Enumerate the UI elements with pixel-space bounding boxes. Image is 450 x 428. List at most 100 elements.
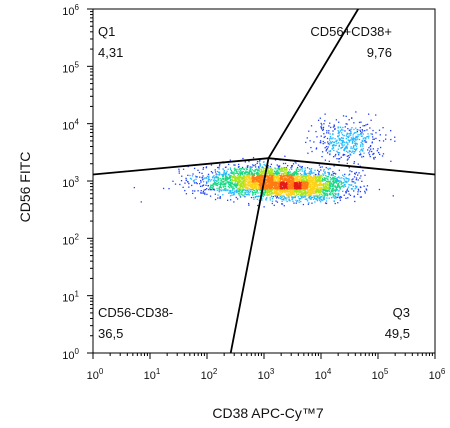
event-dot xyxy=(326,184,329,186)
event-dot xyxy=(329,167,331,170)
event-dot xyxy=(311,202,313,204)
event-dot xyxy=(300,178,302,180)
event-dot xyxy=(261,178,263,181)
event-dot xyxy=(224,173,226,175)
event-dot xyxy=(347,151,349,154)
event-dot xyxy=(317,188,319,191)
event-dot xyxy=(341,132,343,134)
event-dot xyxy=(289,185,291,188)
event-dot xyxy=(273,181,275,183)
event-dot xyxy=(364,139,366,142)
event-dot xyxy=(322,191,324,193)
event-dot xyxy=(273,191,275,194)
event-dot xyxy=(279,188,282,190)
event-dot xyxy=(275,175,277,177)
event-dot xyxy=(192,192,194,195)
event-dot xyxy=(325,177,327,179)
event-dot xyxy=(340,129,342,131)
event-dot xyxy=(315,179,317,181)
event-dot xyxy=(327,189,329,192)
event-dot xyxy=(345,192,347,194)
event-dot xyxy=(258,188,260,190)
event-dot xyxy=(278,194,280,197)
event-dot xyxy=(262,175,264,177)
event-dot xyxy=(340,156,342,158)
event-dot xyxy=(179,183,181,186)
event-dot xyxy=(199,183,201,185)
event-dot xyxy=(245,194,248,196)
event-dot xyxy=(210,164,213,166)
event-dot xyxy=(250,180,252,182)
event-dot xyxy=(269,184,271,186)
event-dot xyxy=(208,188,210,191)
event-dot xyxy=(292,185,294,188)
quadrant-label-top-left-value: 4,31 xyxy=(98,45,123,60)
event-dot xyxy=(265,173,268,175)
event-dot xyxy=(317,169,319,171)
event-dot xyxy=(234,179,236,181)
event-dot xyxy=(291,174,294,177)
event-dot xyxy=(314,177,316,179)
event-dot xyxy=(283,172,285,174)
event-dot xyxy=(306,191,308,193)
event-dot xyxy=(286,185,288,187)
event-dot xyxy=(227,163,230,166)
event-dot xyxy=(330,182,333,184)
event-dot xyxy=(274,176,276,178)
event-dot xyxy=(323,189,325,191)
event-dot xyxy=(290,184,292,186)
event-dot xyxy=(357,138,359,140)
event-dot xyxy=(286,173,289,175)
event-dot xyxy=(328,190,330,192)
event-dot xyxy=(222,178,225,181)
event-dot xyxy=(229,195,232,197)
event-dot xyxy=(229,179,232,182)
event-dot xyxy=(218,172,221,174)
event-dot xyxy=(346,133,348,136)
event-dot xyxy=(248,174,251,177)
event-dot xyxy=(339,177,341,179)
event-dot xyxy=(301,197,303,199)
event-dot xyxy=(262,176,264,178)
event-dot xyxy=(272,172,274,174)
event-dot xyxy=(262,170,265,172)
event-dot xyxy=(342,129,344,131)
event-dot xyxy=(201,177,203,179)
event-dot xyxy=(364,174,366,176)
event-dot xyxy=(215,175,217,177)
event-dot xyxy=(253,177,256,180)
event-dot xyxy=(256,175,259,177)
event-dot xyxy=(320,201,322,203)
event-dot xyxy=(224,166,227,169)
event-dot xyxy=(249,174,251,177)
event-dot xyxy=(237,183,240,185)
event-dot xyxy=(202,184,204,187)
event-dot xyxy=(221,183,223,185)
event-dot xyxy=(238,192,241,194)
event-dot xyxy=(280,188,283,190)
event-dot xyxy=(307,174,310,176)
event-dot xyxy=(241,191,243,193)
event-dot xyxy=(211,172,214,174)
event-dot xyxy=(201,192,203,194)
event-dot xyxy=(328,193,331,196)
event-dot xyxy=(301,173,303,176)
event-dot xyxy=(202,190,205,193)
event-dot xyxy=(394,140,396,142)
event-dot xyxy=(195,176,197,178)
event-dot xyxy=(283,195,285,198)
event-dot xyxy=(323,192,326,194)
event-dot xyxy=(292,196,294,198)
event-dot xyxy=(287,189,289,192)
event-dot xyxy=(222,185,224,187)
event-dot xyxy=(335,186,337,189)
event-dot xyxy=(346,178,348,180)
event-dot xyxy=(295,189,297,191)
event-dot xyxy=(368,135,370,137)
event-dot xyxy=(270,178,273,180)
event-dot xyxy=(318,171,320,173)
event-dot xyxy=(338,158,340,160)
event-dot xyxy=(320,196,322,199)
event-dot xyxy=(223,182,226,185)
event-dot xyxy=(225,172,228,174)
